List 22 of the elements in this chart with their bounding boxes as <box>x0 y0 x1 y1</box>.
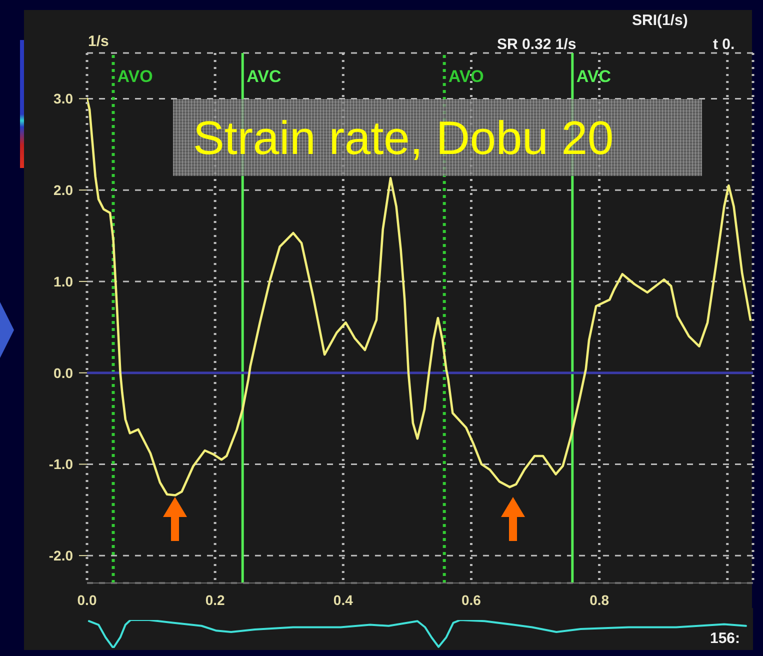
line-series <box>87 98 752 496</box>
x-tick-label: 0.2 <box>205 592 226 608</box>
text: Strain rate, Dobu 20 <box>193 110 614 166</box>
text: SRI(1/s) <box>632 12 688 29</box>
text: SR 0.32 1/s <box>497 36 576 53</box>
x-tick-label: 0.6 <box>461 592 482 608</box>
annotation: 156: <box>710 630 740 647</box>
x-tick-label: 0.4 <box>333 592 354 608</box>
y-tick-label: -1.0 <box>48 456 74 472</box>
y-tick-label: 3.0 <box>54 90 74 107</box>
ref-line-label: AVO <box>448 67 484 86</box>
ref-line-label: AVC <box>576 67 612 86</box>
y-tick-label: 1.0 <box>54 273 74 290</box>
x-tick-label: 0.8 <box>590 592 610 608</box>
y-tick-label: -2.0 <box>48 548 74 564</box>
y-tick-label: 2.0 <box>54 182 74 198</box>
y-axis-title: 1/s <box>88 33 109 50</box>
ref-line-label: AVO <box>117 67 153 86</box>
ref-line-label: AVC <box>246 67 282 86</box>
text: t 0. <box>713 36 735 53</box>
x-tick-label: 0.0 <box>77 592 97 608</box>
y-tick-label: 0.0 <box>54 364 74 381</box>
